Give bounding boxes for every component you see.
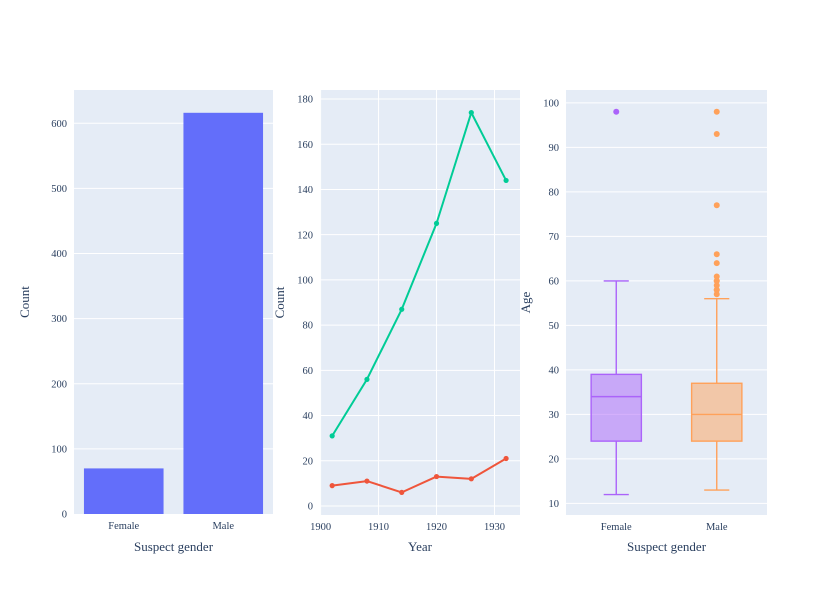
y-tick-label: 0 bbox=[62, 510, 67, 521]
y-tick-label: 100 bbox=[297, 275, 313, 286]
outlier-point[interactable] bbox=[713, 282, 720, 289]
age-by-suspect-gender-chart: 10 20 30 40 50 60 70 80 90 100 Female Male Suspect g… bbox=[518, 90, 767, 554]
point-series-red[interactable] bbox=[329, 483, 335, 489]
x-tick-label: 1900 bbox=[310, 522, 331, 533]
box-male[interactable] bbox=[690, 108, 743, 491]
point-series-red[interactable] bbox=[364, 478, 370, 484]
line-series-red[interactable] bbox=[332, 457, 507, 494]
y-tick-label: 500 bbox=[51, 184, 67, 195]
outlier-point[interactable] bbox=[713, 251, 720, 258]
x-axis-title: Suspect gender bbox=[134, 539, 214, 554]
x-axis-title: Suspect gender bbox=[627, 539, 707, 554]
point-series-green[interactable] bbox=[468, 110, 474, 116]
point-series-green[interactable] bbox=[329, 433, 335, 439]
y-tick-label: 10 bbox=[549, 499, 560, 510]
y-tick-label: 40 bbox=[549, 365, 560, 376]
count-by-year-chart: 0 20 40 60 80 100 120 140 160 180 1900 1910 1920 1930… bbox=[272, 90, 520, 554]
suspect-gender-count-chart: 0 100 200 300 400 500 600 Female Male Suspect gen… bbox=[17, 90, 273, 554]
point-series-green[interactable] bbox=[399, 306, 405, 312]
outlier-point[interactable] bbox=[713, 108, 720, 115]
y-tick-label: 40 bbox=[303, 411, 314, 422]
outlier-point[interactable] bbox=[613, 108, 620, 115]
y-tick-label: 60 bbox=[549, 276, 560, 287]
outlier-point[interactable] bbox=[713, 277, 720, 284]
point-series-green[interactable] bbox=[503, 177, 509, 184]
y-tick-label: 160 bbox=[297, 140, 313, 151]
outlier-point[interactable] bbox=[713, 291, 720, 298]
y-tick-label: 0 bbox=[308, 502, 313, 513]
y-tick-label: 100 bbox=[543, 98, 559, 109]
y-tick-label: 400 bbox=[51, 249, 67, 260]
y-axis-title: Age bbox=[518, 291, 533, 313]
x-tick-label: Male bbox=[212, 521, 234, 532]
y-tick-label: 140 bbox=[297, 185, 313, 196]
point-series-red[interactable] bbox=[468, 476, 474, 482]
y-tick-label: 50 bbox=[549, 321, 560, 332]
x-tick-label: Male bbox=[706, 522, 728, 533]
y-axis-title: Count bbox=[272, 286, 287, 318]
outlier-point[interactable] bbox=[713, 286, 720, 293]
bar-male[interactable] bbox=[183, 112, 264, 514]
outlier-point[interactable] bbox=[713, 260, 720, 267]
y-tick-label: 80 bbox=[549, 187, 560, 198]
bar-female[interactable] bbox=[83, 468, 164, 514]
point-series-green[interactable] bbox=[364, 376, 370, 382]
y-tick-label: 90 bbox=[549, 143, 560, 154]
outlier-point[interactable] bbox=[713, 273, 720, 280]
plot-area bbox=[320, 90, 520, 515]
iqr-box[interactable] bbox=[690, 382, 743, 442]
outlier-point[interactable] bbox=[713, 131, 720, 138]
y-tick-label: 120 bbox=[297, 230, 313, 241]
x-tick-label: Female bbox=[601, 522, 632, 533]
y-axis-title: Count bbox=[17, 286, 32, 318]
x-tick-label: Female bbox=[108, 521, 139, 532]
y-tick-label: 60 bbox=[303, 366, 314, 377]
outlier-point[interactable] bbox=[713, 202, 720, 209]
y-tick-label: 180 bbox=[297, 95, 313, 106]
iqr-box[interactable] bbox=[590, 373, 643, 442]
x-axis-title: Year bbox=[408, 539, 433, 554]
point-series-red[interactable] bbox=[503, 455, 509, 462]
x-tick-label: 1920 bbox=[426, 522, 447, 533]
y-tick-label: 600 bbox=[51, 119, 67, 130]
plot-area bbox=[566, 90, 767, 515]
y-tick-label: 300 bbox=[51, 314, 67, 325]
x-tick-label: 1930 bbox=[484, 522, 505, 533]
point-series-red[interactable] bbox=[433, 473, 440, 480]
point-series-green[interactable] bbox=[433, 220, 440, 226]
y-tick-label: 70 bbox=[549, 232, 560, 243]
y-tick-label: 20 bbox=[549, 454, 560, 465]
point-series-red[interactable] bbox=[399, 489, 405, 495]
y-tick-label: 100 bbox=[51, 444, 67, 455]
line-series-green[interactable] bbox=[331, 111, 507, 437]
box-female[interactable] bbox=[590, 108, 643, 496]
y-tick-label: 200 bbox=[51, 379, 67, 390]
x-tick-label: 1910 bbox=[368, 522, 389, 533]
y-tick-label: 20 bbox=[303, 456, 314, 467]
y-tick-label: 80 bbox=[303, 321, 314, 332]
y-tick-label: 30 bbox=[549, 410, 560, 421]
